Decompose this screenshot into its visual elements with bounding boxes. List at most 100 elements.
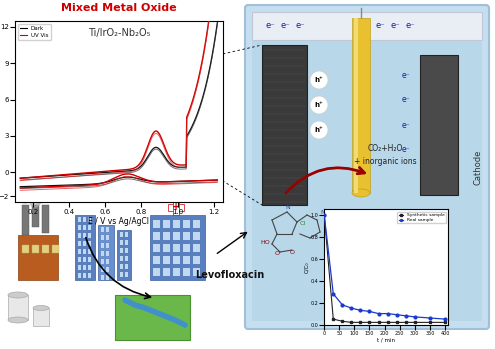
Text: h⁺: h⁺ <box>315 102 323 108</box>
Text: Mixed Metal Oxide: Mixed Metal Oxide <box>61 3 177 14</box>
Bar <box>83 217 86 222</box>
Legend: Synthetic sample, Real sample: Synthetic sample, Real sample <box>397 211 446 223</box>
Bar <box>83 233 86 238</box>
Bar <box>183 220 190 228</box>
Synthetic sample <box>427 320 433 325</box>
Synthetic sample <box>366 320 372 325</box>
Bar <box>33 308 49 326</box>
Bar <box>88 217 91 222</box>
Text: Levofloxacin: Levofloxacin <box>195 270 264 280</box>
Bar <box>125 232 128 237</box>
Circle shape <box>26 191 34 199</box>
Circle shape <box>27 194 35 202</box>
Bar <box>8 295 28 320</box>
Bar <box>193 256 200 264</box>
Bar <box>88 265 91 270</box>
Ellipse shape <box>8 292 28 298</box>
Synthetic sample <box>348 320 354 325</box>
Bar <box>193 232 200 240</box>
Legend: Dark, UV Vis: Dark, UV Vis <box>18 24 50 40</box>
X-axis label: E / V vs Ag/AgCl: E / V vs Ag/AgCl <box>88 217 149 227</box>
Bar <box>78 217 81 222</box>
Text: e⁻: e⁻ <box>265 22 275 30</box>
Bar <box>106 267 109 272</box>
Bar <box>120 232 123 237</box>
Synthetic sample <box>340 319 346 324</box>
Bar <box>153 256 160 264</box>
Bar <box>163 256 170 264</box>
Text: e⁻: e⁻ <box>401 146 410 155</box>
Ellipse shape <box>352 189 370 197</box>
Bar <box>125 256 128 261</box>
Bar <box>173 256 180 264</box>
Bar <box>78 257 81 262</box>
Synthetic sample <box>412 320 418 325</box>
Bar <box>173 200 179 215</box>
Circle shape <box>310 71 328 89</box>
Bar <box>83 257 86 262</box>
Synthetic sample <box>321 213 327 217</box>
Bar <box>78 225 81 230</box>
Bar <box>78 265 81 270</box>
Synthetic sample <box>385 320 391 325</box>
Circle shape <box>46 189 54 197</box>
Bar <box>150 215 205 280</box>
Circle shape <box>310 96 328 114</box>
Text: CO₂+H₂O
+ inorganic ions: CO₂+H₂O + inorganic ions <box>354 144 416 166</box>
Bar <box>88 225 91 230</box>
Bar <box>78 273 81 278</box>
Text: O: O <box>290 250 295 255</box>
Bar <box>125 248 128 253</box>
Bar <box>163 220 170 228</box>
Bar <box>252 12 482 40</box>
Bar <box>83 225 86 230</box>
Bar <box>153 268 160 276</box>
Bar <box>88 241 91 246</box>
Circle shape <box>40 191 50 201</box>
Bar <box>183 268 190 276</box>
Bar <box>88 273 91 278</box>
Bar <box>42 205 49 233</box>
Bar <box>88 233 91 238</box>
Bar <box>120 248 123 253</box>
Bar <box>183 244 190 252</box>
Bar <box>125 264 128 269</box>
Bar <box>153 220 160 228</box>
Text: HO: HO <box>260 240 270 245</box>
Real sample <box>348 306 354 310</box>
Real sample <box>442 317 448 321</box>
Real sample <box>403 314 409 318</box>
Circle shape <box>30 197 40 207</box>
FancyBboxPatch shape <box>245 5 489 329</box>
Real sample <box>321 213 327 217</box>
Bar <box>125 272 128 277</box>
Bar <box>101 251 104 256</box>
Bar <box>193 268 200 276</box>
Circle shape <box>36 195 44 203</box>
Synthetic sample <box>403 320 409 325</box>
Bar <box>183 232 190 240</box>
Text: h⁺: h⁺ <box>315 77 323 83</box>
Bar <box>106 275 109 280</box>
Text: e⁻: e⁻ <box>401 120 410 129</box>
Bar <box>78 233 81 238</box>
Text: Cl: Cl <box>300 221 306 226</box>
Bar <box>420 55 458 195</box>
Bar <box>120 272 123 277</box>
Bar <box>101 235 104 240</box>
Bar <box>252 38 482 321</box>
Bar <box>32 205 39 227</box>
Bar <box>153 244 160 252</box>
Ellipse shape <box>33 305 49 311</box>
Line: Synthetic sample: Synthetic sample <box>323 214 446 324</box>
Text: e⁻: e⁻ <box>401 96 410 104</box>
Real sample <box>394 313 399 317</box>
Bar <box>115 295 190 340</box>
Text: +: + <box>172 202 180 212</box>
Bar <box>98 225 114 280</box>
Synthetic sample <box>376 320 382 325</box>
Bar <box>42 245 49 253</box>
Real sample <box>357 308 363 312</box>
Bar <box>106 227 109 232</box>
Bar <box>88 249 91 254</box>
